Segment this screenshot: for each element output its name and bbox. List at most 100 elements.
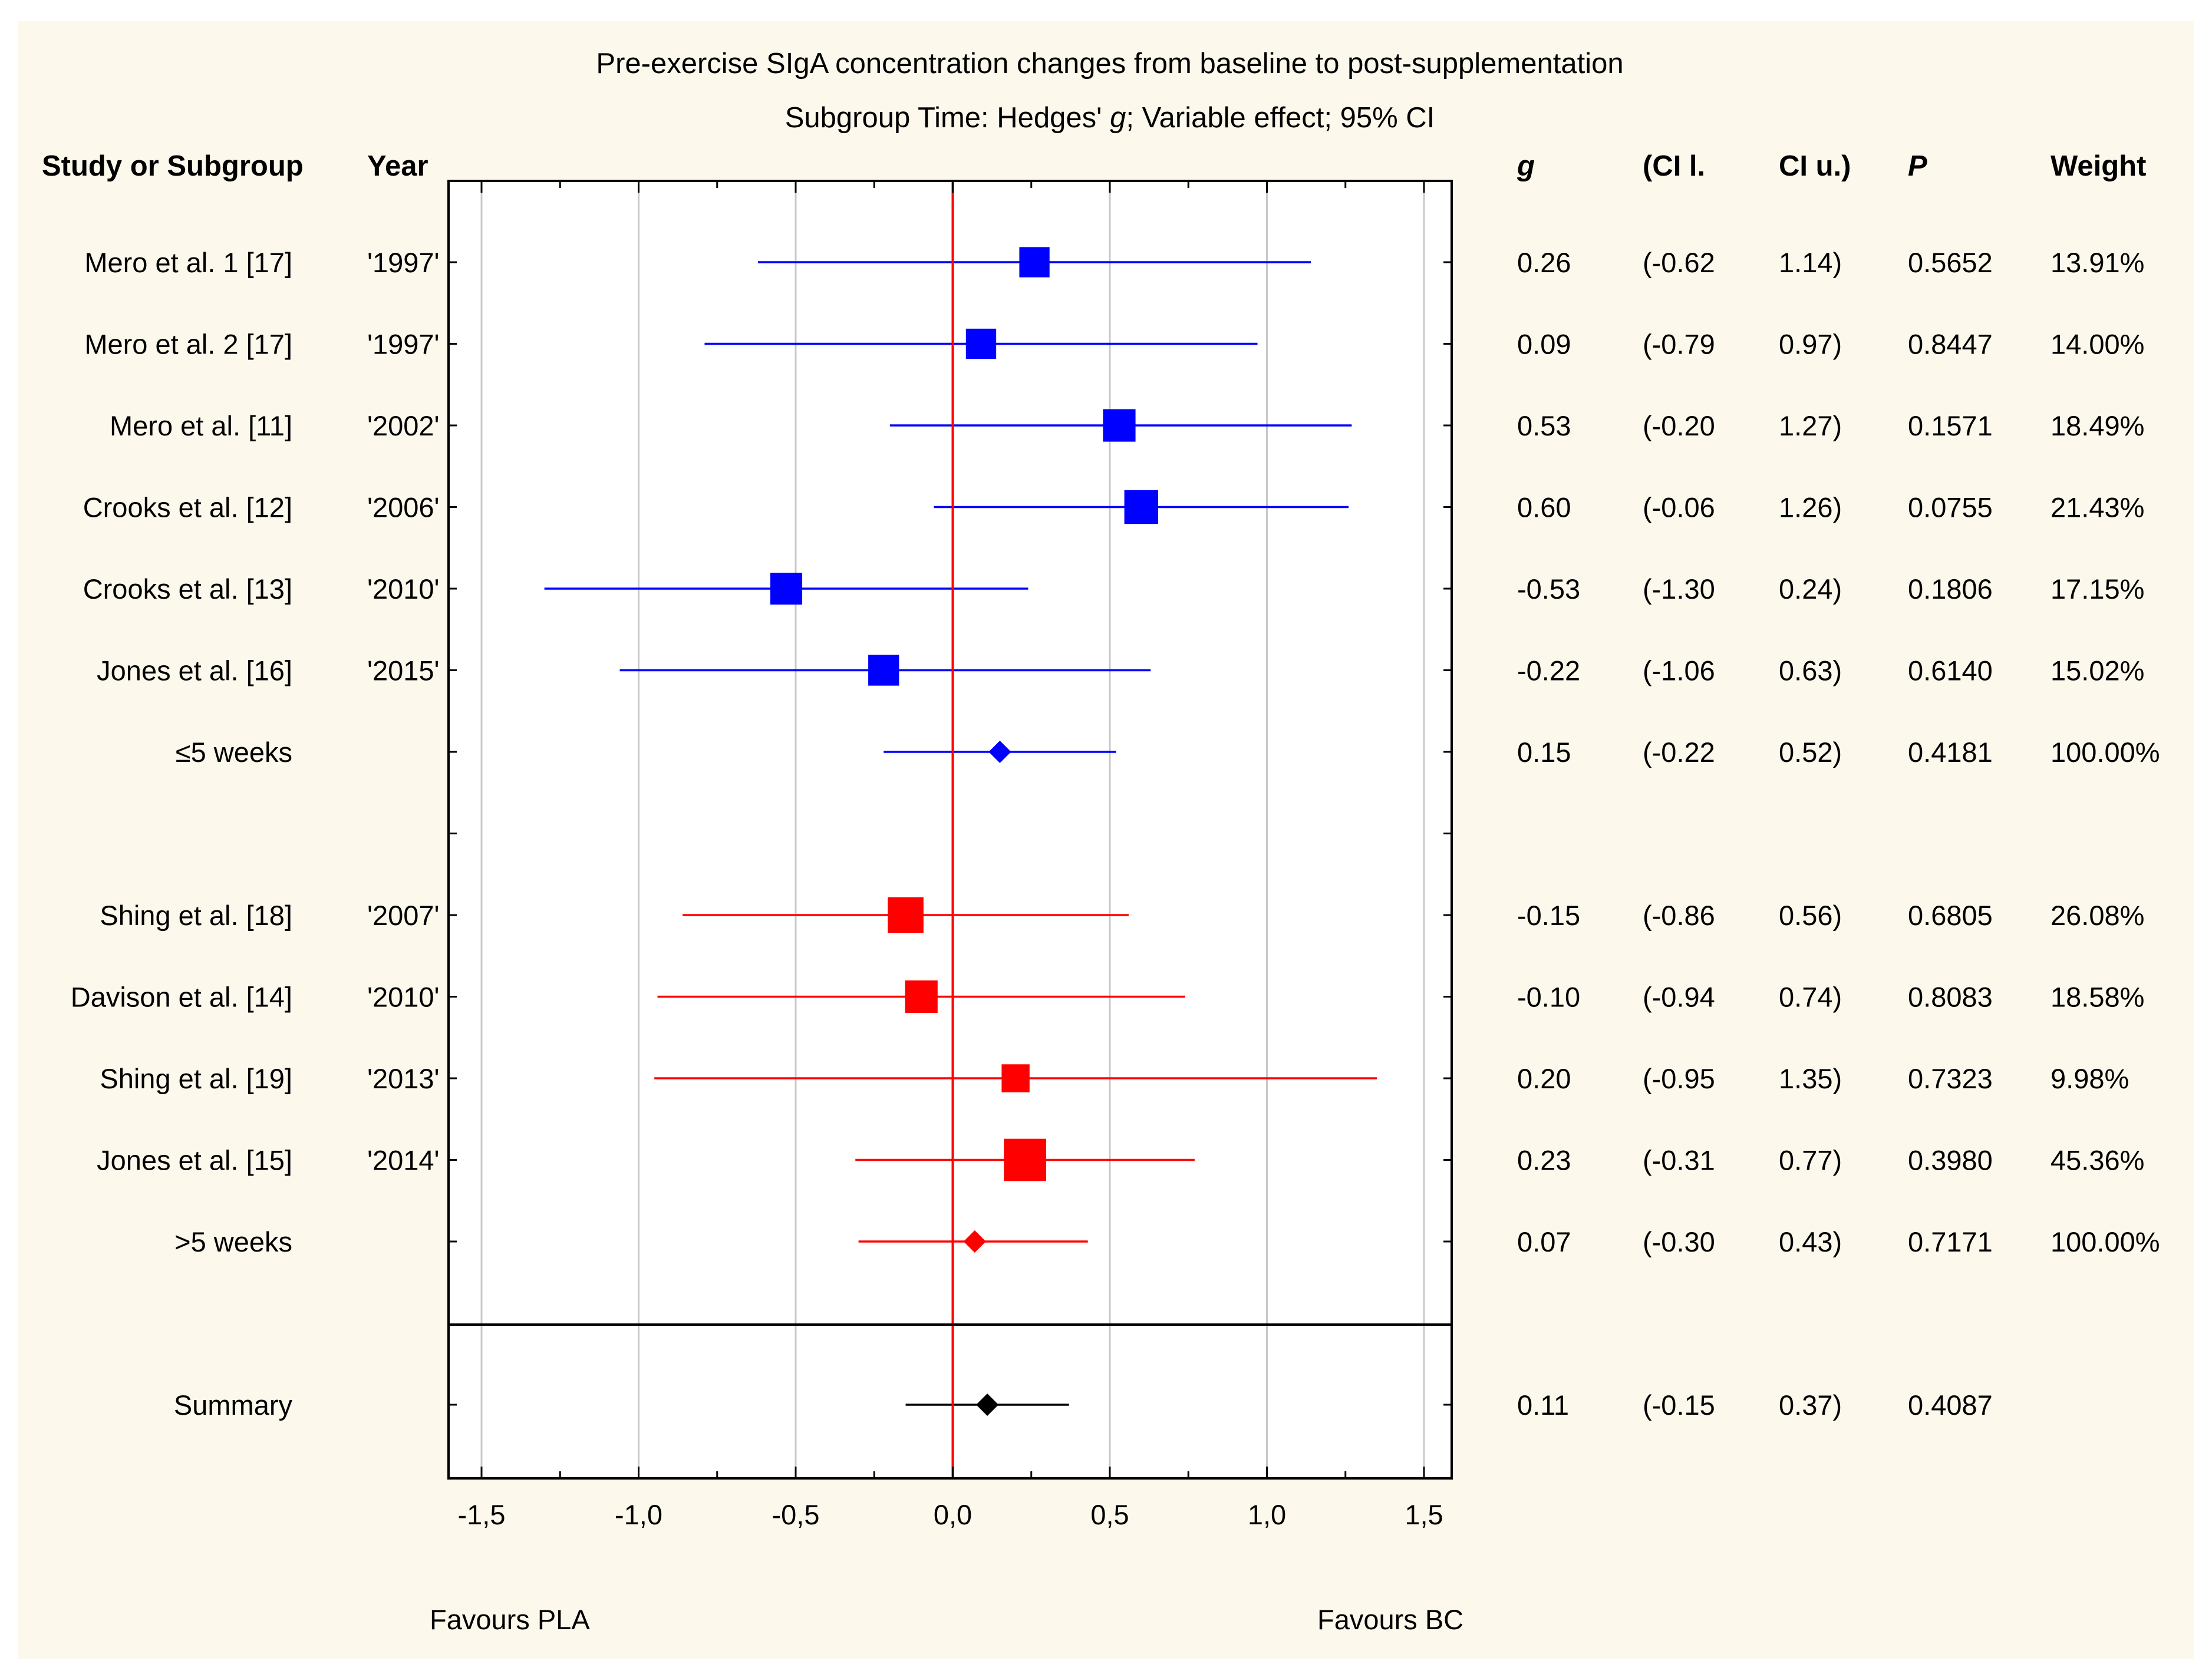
- row-weight: 17.15%: [2051, 573, 2144, 605]
- row-weight: 18.58%: [2051, 982, 2144, 1013]
- row-ci-lower: (-0.15: [1643, 1389, 1715, 1421]
- row-weight: 21.43%: [2051, 492, 2144, 523]
- header-study: Study or Subgroup: [42, 150, 304, 182]
- x-tick-label: -0,5: [772, 1499, 820, 1530]
- row-ci-lower: (-0.31: [1643, 1145, 1715, 1176]
- favours-right-label: Favours BC: [1317, 1604, 1463, 1635]
- row-weight: 100.00%: [2051, 737, 2160, 768]
- row-ci-lower: (-0.30: [1643, 1226, 1715, 1257]
- row-year: '2014': [367, 1145, 440, 1176]
- row-weight: 14.00%: [2051, 329, 2144, 360]
- row-year: '2002': [367, 410, 440, 441]
- effect-square: [1124, 490, 1158, 524]
- effect-square: [1001, 1064, 1030, 1092]
- row-g-value: 0.07: [1517, 1226, 1571, 1257]
- header-year: Year: [367, 150, 428, 182]
- row-year: '2013': [367, 1063, 440, 1094]
- row-ci-upper: 0.43): [1779, 1226, 1842, 1257]
- row-p-value: 0.0755: [1908, 492, 1993, 523]
- row-label: ≤5 weeks: [176, 737, 292, 768]
- effect-diamond: [963, 1230, 986, 1253]
- effect-square: [1103, 409, 1136, 442]
- favours-left-label: Favours PLA: [430, 1604, 590, 1635]
- plot-frame: [447, 180, 1453, 1480]
- row-label: Mero et al. 1 [17]: [84, 247, 292, 278]
- header-p: P: [1908, 150, 1927, 182]
- row-ci-lower: (-0.94: [1643, 982, 1715, 1013]
- row-p-value: 0.8447: [1908, 329, 1993, 360]
- row-p-value: 0.1806: [1908, 573, 1993, 605]
- row-weight: 100.00%: [2051, 1226, 2160, 1257]
- row-ci-lower: (-1.30: [1643, 573, 1715, 605]
- row-label: Crooks et al. [12]: [83, 492, 292, 523]
- row-g-value: 0.23: [1517, 1145, 1571, 1176]
- row-ci-upper: 0.37): [1779, 1389, 1842, 1421]
- row-p-value: 0.5652: [1908, 247, 1993, 278]
- row-ci-upper: 0.24): [1779, 573, 1842, 605]
- effect-square: [1004, 1138, 1046, 1181]
- row-label: Crooks et al. [13]: [83, 573, 292, 605]
- row-ci-lower: (-0.86: [1643, 900, 1715, 931]
- effect-square: [888, 897, 924, 933]
- row-g-value: -0.15: [1517, 900, 1580, 931]
- row-p-value: 0.3980: [1908, 1145, 1993, 1176]
- plot-background: [449, 181, 1452, 1478]
- x-tick-label: 0,5: [1090, 1499, 1129, 1530]
- row-g-value: 0.26: [1517, 247, 1571, 278]
- row-p-value: 0.4181: [1908, 737, 1993, 768]
- subtitle-prefix: Subgroup Time: Hedges': [785, 102, 1110, 134]
- row-ci-upper: 0.74): [1779, 982, 1842, 1013]
- row-p-value: 0.7323: [1908, 1063, 1993, 1094]
- row-p-value: 0.1571: [1908, 410, 1993, 441]
- row-g-value: -0.22: [1517, 655, 1580, 686]
- chart-subtitle: Subgroup Time: Hedges' g; Variable effec…: [785, 102, 1435, 134]
- row-ci-lower: (-0.22: [1643, 737, 1715, 768]
- effect-diamond: [988, 741, 1011, 763]
- row-p-value: 0.4087: [1908, 1389, 1993, 1421]
- row-ci-lower: (-0.20: [1643, 410, 1715, 441]
- row-label: Shing et al. [18]: [100, 900, 292, 931]
- row-g-value: 0.53: [1517, 410, 1571, 441]
- row-p-value: 0.8083: [1908, 982, 1993, 1013]
- row-ci-upper: 1.26): [1779, 492, 1842, 523]
- effect-square: [965, 328, 997, 359]
- row-weight: 9.98%: [2051, 1063, 2129, 1094]
- row-p-value: 0.6805: [1908, 900, 1993, 931]
- row-year: '2006': [367, 492, 440, 523]
- x-tick-label: 1,0: [1248, 1499, 1286, 1530]
- row-label: >5 weeks: [174, 1226, 292, 1257]
- row-weight: 18.49%: [2051, 410, 2144, 441]
- x-tick-label: -1,5: [458, 1499, 506, 1530]
- row-label: Mero et al. [11]: [110, 410, 292, 441]
- row-weight: 26.08%: [2051, 900, 2144, 931]
- row-ci-lower: (-0.62: [1643, 247, 1715, 278]
- row-ci-upper: 1.14): [1779, 247, 1842, 278]
- header-g: g: [1517, 150, 1535, 182]
- effect-square: [1019, 247, 1050, 278]
- row-label: Mero et al. 2 [17]: [84, 329, 292, 360]
- row-ci-lower: (-0.06: [1643, 492, 1715, 523]
- row-weight: 13.91%: [2051, 247, 2144, 278]
- row-ci-upper: 0.56): [1779, 900, 1842, 931]
- row-year: '2007': [367, 900, 440, 931]
- row-ci-upper: 0.97): [1779, 329, 1842, 360]
- x-tick-label: -1,0: [615, 1499, 662, 1530]
- forest-plot: Pre-exercise SIgA concentration changes …: [42, 48, 2160, 1635]
- subtitle-suffix: ; Variable effect; 95% CI: [1126, 102, 1435, 134]
- row-label: Shing et al. [19]: [100, 1063, 292, 1094]
- x-tick-label: 1,5: [1405, 1499, 1443, 1530]
- row-weight: 45.36%: [2051, 1145, 2144, 1176]
- plot-area: Mero et al. 1 [17] '1997' 0.26 (-0.62 1.14) 0…: [71, 180, 2160, 1530]
- row-ci-upper: 1.35): [1779, 1063, 1842, 1094]
- header-weight: Weight: [2051, 150, 2146, 182]
- row-weight: 15.02%: [2051, 655, 2144, 686]
- subtitle-italic: g: [1110, 102, 1126, 134]
- row-p-value: 0.7171: [1908, 1226, 1993, 1257]
- row-label: Summary: [174, 1389, 293, 1421]
- row-year: '2010': [367, 982, 440, 1013]
- row-ci-upper: 1.27): [1779, 410, 1842, 441]
- header-ci-upper: CI u.): [1779, 150, 1851, 182]
- chart-panel: Pre-exercise SIgA concentration changes …: [18, 21, 2194, 1659]
- row-g-value: 0.15: [1517, 737, 1571, 768]
- effect-square: [770, 572, 803, 605]
